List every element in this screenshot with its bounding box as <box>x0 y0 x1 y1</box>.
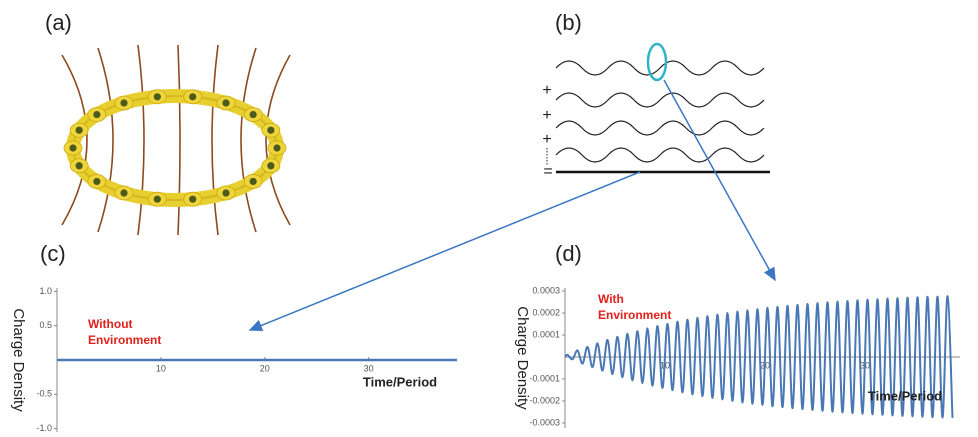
y-axis-label: Charge Density <box>10 308 27 412</box>
panel-label: (d) <box>555 241 582 266</box>
annotation: Environment <box>88 333 161 347</box>
dot <box>249 177 257 186</box>
panel-label: (b) <box>555 10 582 35</box>
x-tick-label: 30 <box>364 363 374 373</box>
arrow <box>248 171 641 332</box>
line-series <box>564 295 954 419</box>
sign: + <box>542 131 551 148</box>
dot <box>189 93 197 101</box>
annotation: With <box>598 292 624 306</box>
dot <box>189 195 197 203</box>
ring-illustration <box>61 44 291 236</box>
dot <box>153 195 161 203</box>
y-axis-label: Charge Density <box>514 306 531 410</box>
dot <box>153 93 161 101</box>
dot <box>75 162 83 170</box>
dot <box>93 177 101 186</box>
y-tick-label: -0.0002 <box>529 395 560 405</box>
x-axis-label: Time/Period <box>868 388 942 403</box>
annotation: Environment <box>598 308 671 322</box>
dot <box>120 189 128 197</box>
dot <box>69 144 77 152</box>
field-lines <box>61 44 291 236</box>
dot <box>222 99 230 107</box>
y-tick-label: -0.0003 <box>529 417 560 427</box>
dot <box>222 189 230 197</box>
dot <box>267 126 275 134</box>
highlight <box>646 42 668 82</box>
dot <box>120 99 128 107</box>
y-tick-label: -0.5 <box>36 389 52 399</box>
x-axis-label: Time/Period <box>363 374 437 389</box>
sign: + <box>542 107 551 124</box>
waves <box>555 60 765 163</box>
dot <box>267 162 275 170</box>
dot <box>273 144 281 152</box>
sign: + <box>542 82 551 99</box>
y-tick-label: 0.0001 <box>532 329 560 339</box>
y-tick-label: -1.0 <box>36 423 52 433</box>
panel-label: (c) <box>40 241 66 266</box>
panel-label: (a) <box>45 10 72 35</box>
y-tick-label: 1.0 <box>39 286 52 296</box>
x-tick-label: 20 <box>260 363 270 373</box>
arrow <box>663 79 776 282</box>
dot <box>93 110 101 119</box>
dot <box>75 126 83 134</box>
y-tick-label: 0.0002 <box>532 307 560 317</box>
dot <box>249 110 257 119</box>
y-tick-label: 0.0003 <box>532 285 560 295</box>
x-tick-label: 10 <box>156 363 166 373</box>
y-tick-label: -0.0001 <box>529 373 560 383</box>
sign: = <box>543 163 552 180</box>
annotation: Without <box>88 317 133 331</box>
y-tick-label: 0.5 <box>39 320 52 330</box>
